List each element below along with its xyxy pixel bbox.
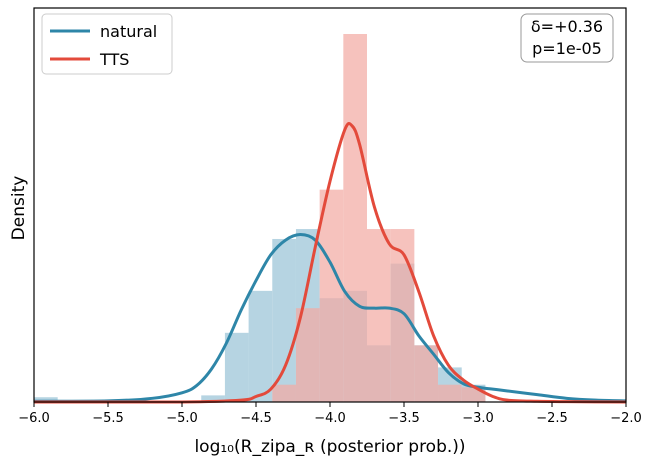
x-axis-label: log₁₀(R_zipa_ʀ (posterior prob.)): [194, 437, 465, 457]
natural-hist-bar-4: [272, 238, 296, 402]
legend-tts-label: TTS: [99, 50, 129, 69]
x-tick-label-3: −4.5: [240, 411, 272, 426]
x-tick-label-4: −4.0: [314, 411, 346, 426]
natural-hist-bar-1: [201, 395, 225, 402]
natural-kde-line: [33, 233, 627, 403]
y-axis-label: Density: [9, 176, 29, 241]
natural-hist-bar-3: [248, 290, 273, 402]
x-tick-label-2: −5.0: [166, 411, 198, 426]
tts-hist-bar-3: [343, 34, 367, 402]
tts-hist-bar-7: [438, 384, 462, 402]
legend-natural-label: natural: [100, 22, 157, 41]
stats-p-value: p=1e-05: [532, 39, 602, 58]
x-tick-label-5: −3.5: [388, 411, 420, 426]
natural-hist-bar-2: [224, 332, 249, 402]
stats-box: [520, 13, 614, 63]
tts-hist-bar-2: [319, 189, 344, 402]
tts-hist-bar-4: [367, 229, 391, 402]
tts-hist-bar-6: [414, 345, 439, 402]
stats-delta: δ=+0.36: [531, 17, 603, 36]
x-tick-label-0: −6.0: [18, 411, 50, 426]
x-axis-ticks: −6.0 −5.5 −5.0 −4.5 −4.0 −3.5 −3.0 −2.5 −2.0: [18, 402, 642, 426]
stats-annotation: δ=+0.36 p=1e-05: [520, 13, 614, 63]
x-tick-label-7: −2.5: [536, 411, 568, 426]
tts-hist-bar-8: [461, 387, 486, 402]
tts-hist-bar-0: [272, 384, 296, 402]
x-tick-label-1: −5.5: [92, 411, 124, 426]
x-tick-label-8: −2.0: [610, 411, 642, 426]
x-tick-label-6: −3.0: [462, 411, 494, 426]
tts-kde-line: [34, 122, 627, 404]
tts-hist-bar-5: [390, 229, 415, 402]
tts-hist-bar-1: [295, 308, 320, 402]
legend: natural TTS: [41, 13, 173, 75]
tts-histogram: [272, 34, 486, 402]
natural-hist-bar-0: [34, 397, 58, 402]
